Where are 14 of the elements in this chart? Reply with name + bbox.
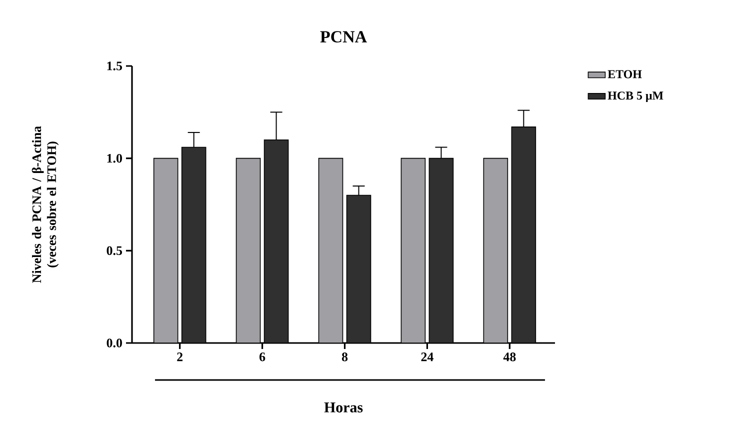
x-tick-label: 8 (342, 352, 348, 362)
chart-title: PCNA (320, 31, 367, 43)
x-tick-label: 6 (259, 352, 266, 362)
y-tick-label: 0.0 (106, 338, 122, 348)
x-tick-label: 48 (503, 352, 516, 362)
y-tick-label: 0.5 (106, 246, 122, 256)
legend-label: ETOH (608, 70, 642, 78)
x-tick-label: 24 (421, 352, 434, 362)
legend-label: HCB 5 μM (608, 92, 664, 102)
x-axis-title: Horas (324, 402, 363, 412)
x-tick-label: 2 (177, 352, 183, 362)
y-tick-label: 1.5 (107, 62, 122, 70)
y-axis-title: Niveles de PCNA / β-Actina (veces sobre el ETOH) (32, 126, 59, 283)
y-tick-label: 1.0 (107, 154, 122, 163)
